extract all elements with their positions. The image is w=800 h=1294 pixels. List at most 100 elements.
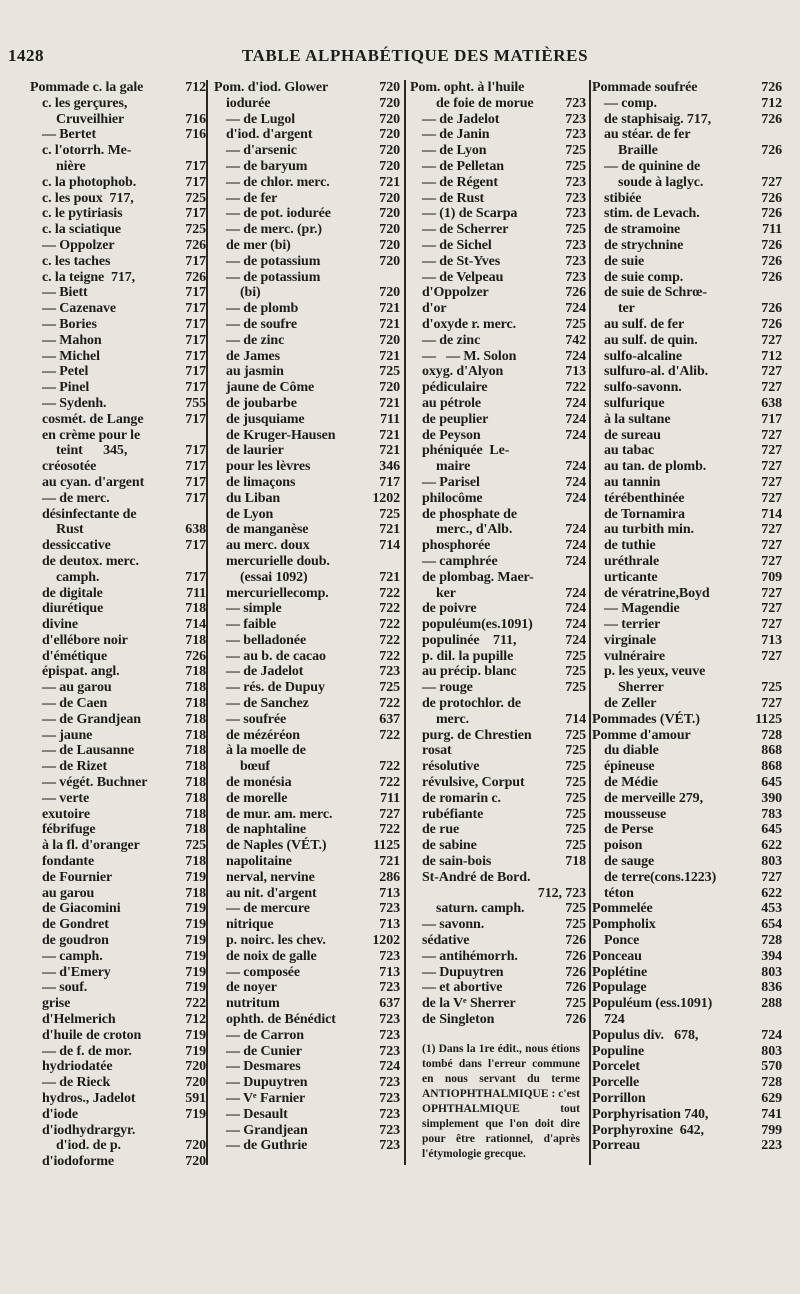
index-entry: stim. de Levach. 726 [592, 206, 782, 222]
entry-term: d'émétique [42, 648, 108, 664]
index-entry: — de Velpeau 723 [410, 270, 586, 286]
index-entry: mercuriellecomp. 722 [214, 586, 400, 602]
entry-term: d'or [422, 301, 447, 317]
index-entry: — Mahon 717 [30, 333, 206, 349]
entry-page-reference: 726 [761, 80, 782, 95]
entry-page-reference: 721 [379, 348, 400, 364]
index-entry: — verte 718 [30, 791, 206, 807]
entry-term: de manganèse [226, 522, 309, 538]
entry-page-reference: 727 [761, 869, 782, 885]
entry-page-reference: 725 [565, 838, 586, 854]
entry-term: de mer (bi) [226, 237, 291, 253]
entry-term: désinfectante de [42, 506, 137, 522]
entry-term: de vératrine,Boyd [604, 585, 710, 601]
entry-page-reference: 720 [185, 1138, 206, 1154]
entry-term: — Bertet [42, 127, 97, 143]
index-entry: philocôme 724 [410, 491, 586, 507]
entry-page-reference: 723 [565, 174, 586, 190]
index-entry: Pommelée 453 [592, 901, 782, 917]
entry-page-reference: 722 [379, 822, 400, 838]
entry-page-reference: 803 [761, 964, 782, 980]
entry-page-reference: 724 [565, 474, 586, 490]
index-entry: Braille 726 [592, 143, 782, 159]
index-entry: populéum(es.1091) 724 [410, 617, 586, 633]
entry-term: sulfuro-al. d'Alib. [604, 364, 709, 380]
page-number: 1428 [8, 46, 44, 65]
entry-page-reference: 1125 [755, 711, 782, 727]
entry-page-reference: 717 [185, 459, 206, 475]
entry-page-reference: 726 [761, 316, 782, 332]
entry-page-reference: 720 [379, 332, 400, 348]
entry-term: de limaçons [226, 474, 296, 490]
index-entry: maire 724 [410, 459, 586, 475]
index-entry: au pétrole 724 [410, 396, 586, 412]
entry-page-reference: 719 [185, 964, 206, 980]
entry-term: — Biett [42, 285, 88, 301]
entry-page-reference: 720 [379, 380, 400, 396]
entry-page-reference: 721 [379, 569, 400, 585]
entry-term: — de Régent [422, 174, 498, 190]
index-entry: virginale 713 [592, 633, 782, 649]
index-entry: 712, 723 [410, 886, 586, 902]
entry-page-reference: 718 [185, 854, 206, 870]
entry-term: — de Janin [422, 127, 490, 143]
index-entry: Populage 836 [592, 980, 782, 996]
entry-page-reference: 717 [185, 380, 206, 396]
index-entry: mercurielle doub. [214, 554, 400, 570]
entry-page-reference: 727 [761, 696, 782, 712]
entry-page-reference: 1202 [372, 933, 400, 949]
entry-term: de James [226, 348, 281, 364]
entry-page-reference: 654 [761, 917, 782, 933]
entry-term: oxyg. d'Alyon [422, 364, 504, 380]
entry-term: c. la teigne 717, [42, 269, 136, 285]
entry-term: téton [604, 885, 634, 901]
index-entry: au turbith min. 727 [592, 522, 782, 538]
index-entry: — camphrée 724 [410, 554, 586, 570]
index-entry: grise 722 [30, 996, 206, 1012]
index-entry: de laurier 721 [214, 443, 400, 459]
entry-term: — Dupuytren [226, 1075, 308, 1091]
entry-page-reference: 723 [379, 1122, 400, 1138]
index-entry: au cyan. d'argent 717 [30, 475, 206, 491]
index-entry: — Biett 717 [30, 285, 206, 301]
index-entry: de joubarbe 721 [214, 396, 400, 412]
entry-page-reference: 722 [379, 759, 400, 775]
index-entry: Porphyroxine 642, 799 [592, 1123, 782, 1139]
entry-term: d'huile de croton [42, 1027, 142, 1043]
index-entry: Pommade soufrée 726 [592, 80, 782, 96]
index-entry: — simple 722 [214, 601, 400, 617]
entry-page-reference: 723 [565, 111, 586, 127]
index-entry: du diable 868 [592, 743, 782, 759]
index-entry: sulfo-savonn. 727 [592, 380, 782, 396]
entry-term: — de Rizet [42, 759, 108, 775]
entry-page-reference: 724 [379, 1059, 400, 1075]
index-entry: — (1) de Scarpa 723 [410, 206, 586, 222]
index-entry: oxyg. d'Alyon 713 [410, 364, 586, 380]
index-entry: — Sydenh. 755 [30, 396, 206, 412]
index-entry: 724 [592, 1012, 782, 1028]
index-entry: diurétique 718 [30, 601, 206, 617]
entry-term: St-André de Bord. [422, 869, 531, 885]
entry-term: teint 345, [56, 443, 128, 459]
entry-term: — verte [42, 790, 90, 806]
entry-page-reference: 720 [379, 143, 400, 159]
entry-term: de sain-bois [422, 854, 492, 870]
entry-term: nitrique [226, 917, 274, 933]
entry-term: — faible [226, 617, 277, 633]
entry-page-reference: 727 [761, 364, 782, 380]
index-entry: épineuse 868 [592, 759, 782, 775]
index-entry: napolitaine 721 [214, 854, 400, 870]
entry-term: d'iode [42, 1106, 78, 1122]
entry-term: de stramoine [604, 222, 681, 238]
entry-term: — de Lugol [226, 111, 296, 127]
index-entry: c. la teigne 717, 726 [30, 270, 206, 286]
index-entry: — de Régent 723 [410, 175, 586, 191]
entry-page-reference: 712 [761, 348, 782, 364]
index-entry: — de pot. iodurée 720 [214, 206, 400, 222]
entry-page-reference: 725 [565, 743, 586, 759]
entry-page-reference: 725 [565, 664, 586, 680]
index-entry: d'or 724 [410, 301, 586, 317]
entry-page-reference: 724 [565, 632, 586, 648]
entry-term: au cyan. d'argent [42, 474, 145, 490]
index-entry: de Perse 645 [592, 822, 782, 838]
